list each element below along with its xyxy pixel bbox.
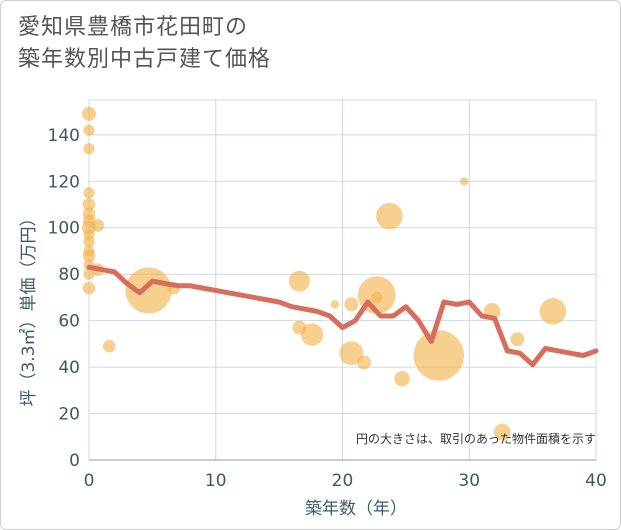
data-bubble bbox=[82, 249, 96, 262]
y-tick-label: 140 bbox=[48, 126, 80, 146]
data-bubble bbox=[459, 177, 469, 186]
data-bubble bbox=[288, 270, 310, 292]
data-bubble bbox=[82, 281, 96, 295]
chart-title: 愛知県豊橋市花田町の 築年数別中古戸建て価格 bbox=[18, 12, 271, 76]
data-bubble bbox=[394, 371, 410, 387]
y-axis-label: 坪（3.3㎡）単価（万円） bbox=[19, 209, 39, 406]
data-bubble bbox=[125, 267, 172, 314]
x-tick-label: 30 bbox=[458, 471, 480, 491]
data-bubble bbox=[82, 106, 96, 121]
x-axis-label: 築年数（年） bbox=[305, 499, 407, 519]
data-bubble bbox=[376, 202, 403, 230]
data-bubble bbox=[82, 198, 96, 211]
y-tick-label: 120 bbox=[48, 172, 80, 192]
axis-layer: 0 10 20 30 40 0 20 40 60 80 100 120 140 bbox=[48, 126, 607, 491]
data-bubble bbox=[83, 124, 95, 136]
data-bubble bbox=[413, 330, 465, 381]
data-bubble bbox=[83, 268, 95, 280]
x-tick-label: 10 bbox=[205, 471, 227, 491]
y-tick-label: 100 bbox=[48, 219, 80, 239]
size-note: 円の大きさは、取引のあった物件面積を示す bbox=[356, 431, 596, 446]
data-bubble bbox=[493, 423, 511, 441]
data-bubble bbox=[539, 298, 567, 325]
bubble-layer bbox=[82, 106, 567, 441]
chart-title-line2: 築年数別中古戸建て価格 bbox=[18, 47, 272, 72]
data-bubble bbox=[371, 291, 383, 304]
data-bubble bbox=[344, 297, 359, 312]
x-tick-label: 40 bbox=[585, 471, 607, 491]
y-tick-label: 0 bbox=[69, 451, 80, 471]
data-bubble bbox=[83, 236, 95, 248]
y-tick-label: 40 bbox=[58, 358, 80, 378]
trend-line-layer bbox=[86, 264, 599, 368]
x-tick-label: 20 bbox=[332, 471, 354, 491]
data-bubble bbox=[357, 355, 372, 370]
y-tick-label: 60 bbox=[58, 312, 80, 332]
data-bubble bbox=[83, 187, 95, 199]
data-bubble bbox=[83, 143, 95, 155]
data-bubble bbox=[339, 341, 364, 366]
data-bubble bbox=[330, 300, 340, 309]
data-bubble bbox=[300, 323, 324, 346]
data-bubble bbox=[91, 219, 105, 232]
y-tick-label: 20 bbox=[58, 405, 80, 425]
chart-title-line1: 愛知県豊橋市花田町の bbox=[18, 15, 249, 40]
x-tick-label: 0 bbox=[84, 471, 95, 491]
trend-line bbox=[86, 264, 599, 368]
data-bubble bbox=[102, 339, 116, 353]
data-bubble bbox=[510, 332, 525, 347]
y-tick-label: 80 bbox=[58, 265, 80, 285]
